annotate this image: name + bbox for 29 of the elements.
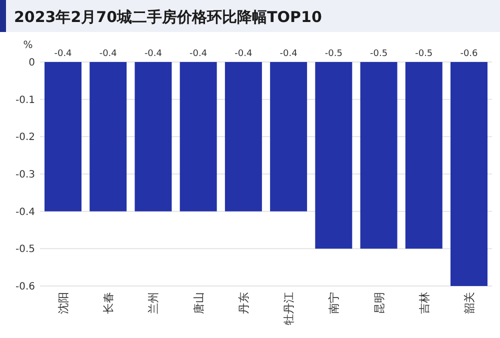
y-tick-label: -0.5: [15, 244, 35, 256]
y-tick-label: 0: [28, 58, 35, 68]
x-tick-label: 南宁: [328, 292, 341, 314]
data-label: -0.5: [415, 49, 433, 59]
data-label: -0.5: [324, 49, 342, 59]
y-tick-label: -0.1: [15, 94, 35, 106]
chart-title: 2023年2月70城二手房价格环比降幅TOP10: [14, 8, 322, 26]
y-tick-label: -0.6: [15, 282, 35, 292]
x-tick-label: 牡丹江: [282, 292, 296, 325]
x-tick-label: 丹东: [237, 292, 250, 314]
x-tick-label: 沈阳: [57, 292, 70, 314]
data-label: -0.4: [190, 49, 208, 59]
data-label: -0.4: [99, 49, 118, 59]
data-label: -0.6: [460, 49, 478, 59]
y-axis-title: %: [23, 40, 33, 51]
x-tick-label: 吉林: [418, 292, 431, 314]
data-label: -0.4: [54, 49, 72, 59]
x-tick-label: 长春: [102, 292, 116, 314]
data-label: -0.5: [370, 49, 388, 59]
data-label: -0.4: [280, 49, 298, 59]
y-tick-label: -0.4: [15, 206, 35, 218]
data-label: -0.4: [234, 49, 252, 59]
x-tick-label: 唐山: [192, 292, 206, 314]
y-tick-label: -0.3: [15, 170, 35, 180]
x-tick-label: 韶关: [462, 292, 476, 314]
data-label: -0.4: [144, 49, 162, 59]
y-tick-label: -0.2: [15, 132, 35, 144]
x-tick-label: 兰州: [147, 292, 160, 314]
x-tick-label: 昆明: [372, 292, 386, 314]
